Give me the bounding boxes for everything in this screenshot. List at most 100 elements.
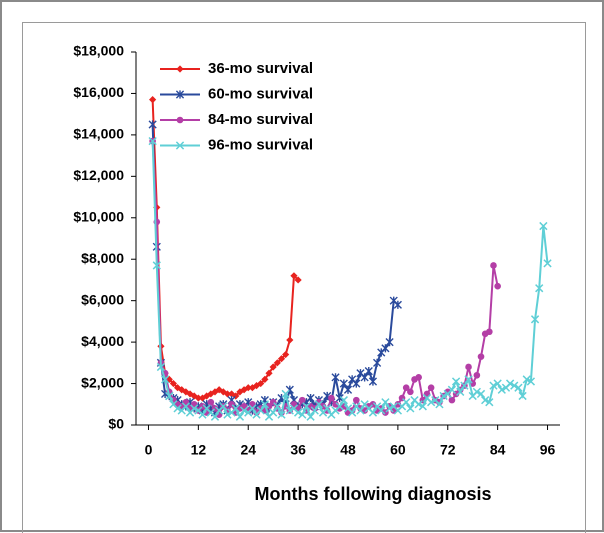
marker [273,359,281,367]
marker [273,402,282,411]
marker [294,276,302,284]
marker [219,402,228,411]
marker [165,391,174,401]
series-line [151,141,499,417]
y-tick-label: $10,000 [73,208,124,224]
marker [148,120,157,129]
marker [476,389,486,399]
marker [186,390,194,398]
marker [248,384,256,392]
marker [526,377,536,386]
marker [265,369,273,377]
y-tick-label: $16,000 [73,84,124,100]
y-tick-label: $18,000 [73,43,124,59]
marker [348,408,357,417]
marker [535,284,544,293]
marker [385,338,394,347]
marker [490,262,497,269]
marker [353,396,360,404]
marker [460,381,469,390]
marker [277,410,286,419]
marker [328,394,335,402]
marker [497,385,506,394]
marker [456,387,465,396]
marker [165,375,173,384]
marker [335,402,344,411]
y-tick-label: $2,000 [81,374,124,390]
x-tick-label: 84 [490,442,506,458]
marker [323,404,332,413]
marker [414,400,423,409]
marker [381,344,390,353]
marker [190,404,199,413]
marker [277,355,286,363]
y-tick-label: $4,000 [81,333,124,349]
marker [439,391,448,401]
legend-label: 96-mo survival [208,136,313,153]
marker [256,406,265,415]
marker [211,388,219,396]
marker [269,408,278,417]
marker [210,412,220,421]
marker [477,353,485,360]
marker [149,96,157,104]
marker [282,350,290,359]
marker [393,300,402,309]
marker [331,373,340,382]
marker [260,400,269,409]
y-tick-label: $6,000 [81,291,124,307]
marker [281,389,290,399]
marker [539,221,548,231]
marker [402,384,410,392]
y-tick-label: $12,000 [73,167,124,183]
marker [219,388,227,396]
marker [173,404,182,413]
x-tick-label: 48 [340,442,356,458]
marker [293,408,303,417]
y-tick-label: $0 [108,416,124,432]
marker [231,404,240,413]
marker [485,398,494,407]
marker [415,374,422,381]
marker [514,383,523,392]
marker [244,384,252,392]
marker [402,398,411,407]
marker [364,367,373,376]
marker [302,402,311,411]
marker [160,375,170,384]
marker [152,261,161,270]
marker [207,398,215,406]
marker [530,315,540,324]
marker [248,404,257,413]
marker [472,387,481,396]
legend-label: 84-mo survival [208,111,313,128]
marker [447,385,457,394]
marker [373,358,382,367]
marker [522,375,531,384]
y-tick-label: $14,000 [73,126,124,142]
x-tick-label: 36 [290,442,306,458]
marker [394,400,402,408]
marker [169,379,178,388]
marker [290,272,298,280]
marker [464,375,473,384]
marker [286,336,294,344]
marker [407,388,414,396]
marker [518,391,527,401]
legend-marker [176,116,184,124]
marker [314,400,324,409]
marker [377,406,386,415]
marker [252,382,261,390]
marker [543,259,552,268]
marker [381,398,390,407]
marker [298,410,307,419]
series-line [151,141,549,419]
marker [339,379,348,388]
marker [360,373,369,382]
x-tick-label: 12 [191,442,207,458]
marker [306,393,315,403]
marker [427,398,436,407]
x-tick-label: 60 [390,442,406,458]
